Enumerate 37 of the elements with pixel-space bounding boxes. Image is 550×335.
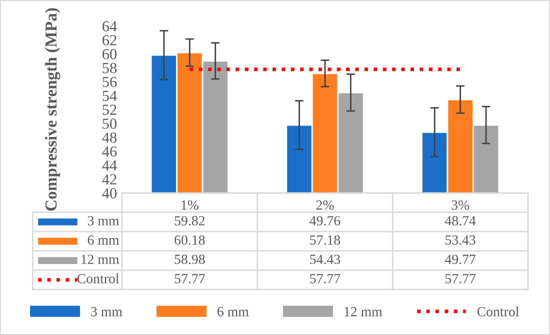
text: 6 mm — [88, 235, 120, 245]
y-tick-label: 60 — [102, 48, 117, 60]
data-label: 59.82 — [174, 216, 205, 226]
x-tick-label: 1% — [182, 200, 198, 210]
x-tick-label: 3% — [452, 200, 470, 210]
data-label: 57.77 — [174, 274, 205, 284]
y-tick-label: 46 — [102, 146, 117, 157]
y-axis-title: Compressive strength (MPa) — [44, 8, 60, 211]
data-label: 49.76 — [310, 216, 340, 226]
legend-label: 12 mm — [344, 306, 382, 316]
data-label: 53.43 — [446, 235, 476, 245]
y-tick-label: 50 — [102, 118, 117, 129]
legend-label: 6 mm — [218, 306, 249, 316]
data-label: 57.77 — [310, 274, 340, 284]
data-label: 49.77 — [444, 254, 476, 264]
text: 3 mm — [88, 216, 120, 226]
data-label: 57.77 — [446, 274, 476, 284]
data-label: 54.43 — [310, 254, 340, 264]
legend-label: Control — [77, 274, 120, 284]
legend-label: 3 mm — [91, 306, 122, 316]
data-label: 48.74 — [444, 216, 476, 226]
data-label: 60.18 — [174, 235, 205, 245]
y-tick-label: 44 — [102, 160, 117, 170]
y-tick-label: 42 — [102, 174, 116, 184]
data-label: 58.98 — [174, 254, 205, 264]
text: 12 mm — [82, 254, 120, 264]
y-tick-label: 40 — [102, 188, 117, 198]
y-tick-label: 56 — [102, 76, 117, 88]
y-tick-label: 58 — [102, 62, 117, 74]
data-label: 57.18 — [310, 235, 340, 245]
y-tick-label: 62 — [102, 35, 116, 46]
y-tick-label: 64 — [102, 21, 117, 32]
y-tick-label: 48 — [102, 132, 117, 143]
y-tick-label: 54 — [102, 90, 117, 102]
y-tick-label: 52 — [102, 104, 116, 115]
text: Control — [477, 306, 519, 316]
x-tick-label: 2% — [316, 200, 334, 210]
